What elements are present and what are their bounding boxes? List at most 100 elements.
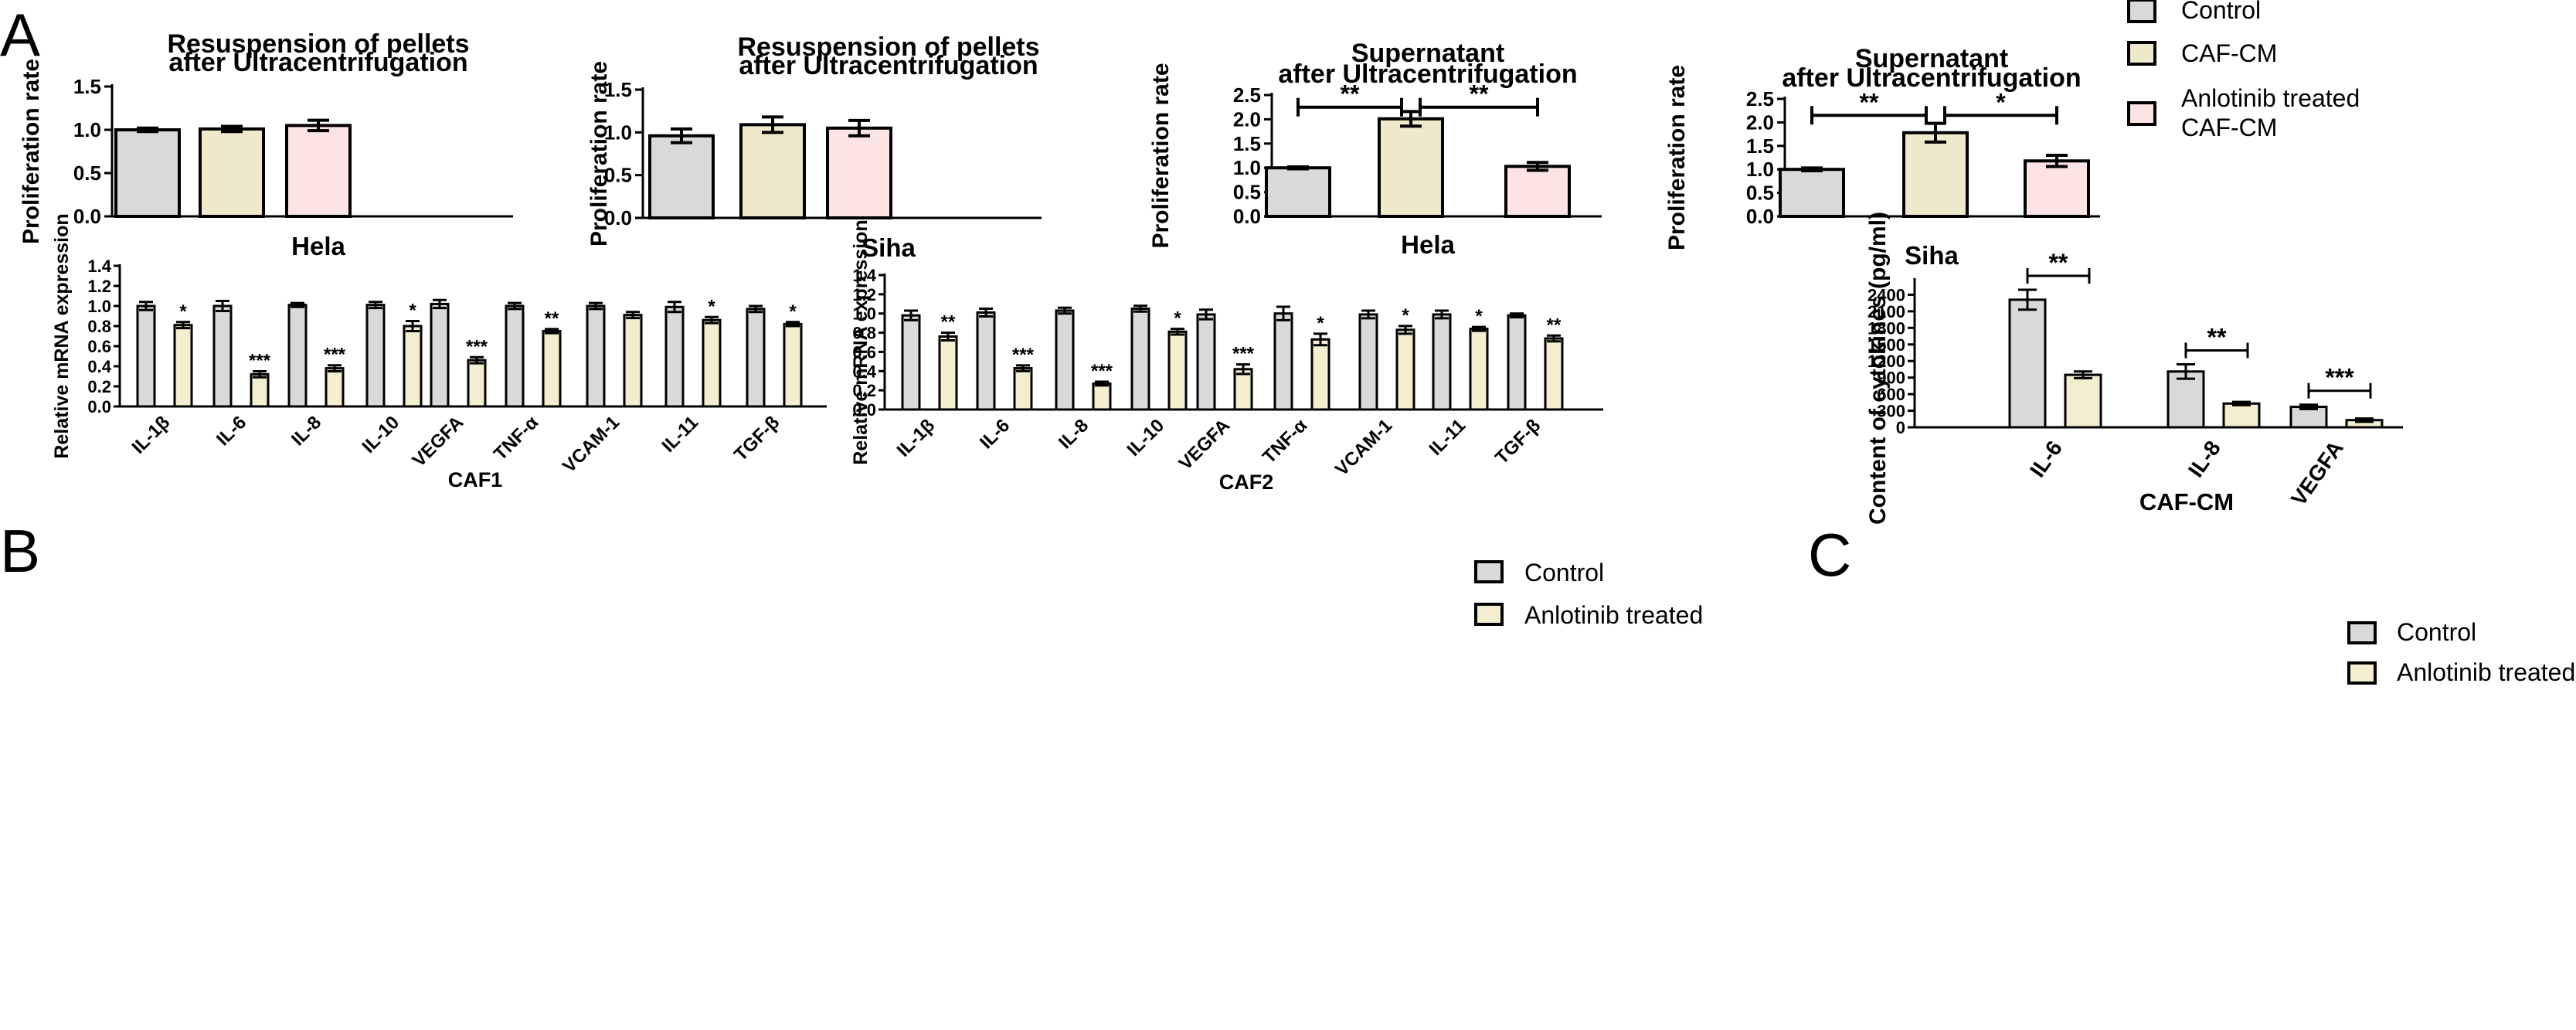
bar-anlotinib-caf-cm xyxy=(285,124,352,218)
x-tick-label: TGF-β xyxy=(730,412,783,465)
x-tick-label: VEGFA xyxy=(1175,415,1235,474)
bar-control xyxy=(1273,312,1293,411)
y-tick-label: 2400 xyxy=(1867,285,1905,304)
y-tick-label: 0.5 xyxy=(73,161,101,185)
panel-label-b: B xyxy=(0,517,40,585)
bar-control xyxy=(2008,298,2047,429)
y-tick-label: 2.5 xyxy=(1233,83,1261,107)
legend-label-caf-cm: CAF-CM xyxy=(2181,39,2277,67)
bar-control xyxy=(648,134,715,219)
y-tick-label: 0.0 xyxy=(852,400,876,420)
sig-stars: * xyxy=(1317,313,1324,334)
sig-stars: *** xyxy=(1012,345,1035,365)
y-axis-label: Proliferation rate xyxy=(1664,65,1690,250)
y-tick-label: 1.0 xyxy=(604,121,632,144)
chart-title-line: after Ultracentrifugation xyxy=(1782,63,2081,93)
y-tick-label: 1.5 xyxy=(73,75,101,98)
sig-stars: *** xyxy=(249,351,271,372)
bar-caf-cm xyxy=(1902,131,1969,218)
x-axis-label: CAF-CM xyxy=(2139,488,2234,515)
legend-b-swatch-control xyxy=(1474,560,1504,583)
bar-anlotinib xyxy=(1233,368,1253,411)
y-tick-label: 0.8 xyxy=(87,317,111,336)
y-tick-label: 0 xyxy=(1896,418,1905,437)
bar-anlotinib xyxy=(2064,373,2102,429)
y-tick-label: 2.0 xyxy=(1233,107,1261,131)
bar-anlotinib xyxy=(783,322,803,408)
y-tick-label: 0.5 xyxy=(1746,182,1774,205)
bar-anlotinib xyxy=(1469,328,1489,411)
bar-caf-cm xyxy=(739,123,806,219)
panel-label-a: A xyxy=(0,1,40,69)
y-tick-label: 2100 xyxy=(1867,302,1905,321)
y-tick-label: 0.6 xyxy=(852,342,876,362)
x-tick-label: IL-1β xyxy=(128,412,175,458)
sig-stars: ** xyxy=(1470,80,1489,108)
chart-title-line: Resuspension of pellets xyxy=(167,29,469,59)
x-tick-label: IL-10 xyxy=(1123,415,1169,461)
bar-control xyxy=(212,304,233,408)
bar-anlotinib xyxy=(467,359,487,408)
bar-control xyxy=(1130,308,1150,411)
legend-swatch-control xyxy=(2127,0,2156,23)
x-tick-label: IL-8 xyxy=(2183,437,2225,482)
bar-anlotinib xyxy=(1544,337,1564,411)
sig-stars: ** xyxy=(1860,88,1879,116)
y-tick-label: 1.0 xyxy=(1746,158,1774,181)
legend-label-anlotinib-line1: Anlotinib treated xyxy=(2181,84,2360,112)
bar-control xyxy=(586,304,606,408)
y-tick-label: 1.0 xyxy=(1233,156,1261,179)
bar-control xyxy=(505,304,525,408)
y-tick-label: 0.2 xyxy=(852,381,876,400)
y-tick-label: 1.5 xyxy=(1746,134,1774,158)
y-tick-label: 1.5 xyxy=(1233,132,1261,155)
y-tick-label: 0.6 xyxy=(87,337,111,356)
sig-stars: *** xyxy=(1232,344,1255,365)
bar-anlotinib xyxy=(1013,367,1033,411)
y-axis-label: Relative mRNA expression xyxy=(51,213,73,458)
bar-anlotinib xyxy=(623,314,643,408)
x-tick-label: IL-6 xyxy=(976,415,1014,453)
bar-control xyxy=(664,305,685,408)
y-tick-label: 1.0 xyxy=(73,118,101,141)
legend-b-label-control: Control xyxy=(1524,559,1604,586)
chart-title-line: Supernatant xyxy=(1351,39,1504,68)
y-tick-label: 1200 xyxy=(1867,352,1905,371)
y-tick-label: 0.0 xyxy=(1233,205,1261,228)
y-tick-label: 2.0 xyxy=(1746,110,1774,134)
x-tick-label: IL-6 xyxy=(2025,437,2067,482)
sig-stars: * xyxy=(1402,305,1409,326)
chart-title-line: Supernatant xyxy=(1855,44,2008,73)
y-tick-label: 1500 xyxy=(1867,335,1905,355)
x-axis-label: CAF2 xyxy=(1219,471,1274,494)
legend-c: Control Anlotinib treated xyxy=(2347,618,2575,686)
bar-anlotinib xyxy=(938,335,958,411)
bar-control xyxy=(430,302,450,408)
bar-control xyxy=(1265,166,1331,218)
y-axis-label: Proliferation rate xyxy=(1148,63,1174,248)
bar-control xyxy=(1432,313,1452,411)
bar-control xyxy=(1055,309,1075,411)
legend-swatch-anlotinib-caf-cm xyxy=(2127,101,2156,126)
panel-label-c: C xyxy=(1808,521,1851,589)
bar-anlotinib xyxy=(325,367,345,408)
bar-anlotinib xyxy=(173,324,193,408)
x-tick-label: IL-6 xyxy=(212,412,250,450)
x-tick-label: IL-1β xyxy=(893,415,940,461)
legend-label-anlotinib-line2: CAF-CM xyxy=(2181,114,2277,141)
x-tick-label: IL-11 xyxy=(1425,415,1470,460)
sig-stars: * xyxy=(1174,308,1181,329)
x-tick-label: VEGFA xyxy=(2286,437,2348,511)
y-tick-label: 0.5 xyxy=(604,164,632,187)
x-axis-label: CAF1 xyxy=(448,468,503,491)
x-tick-label: IL-8 xyxy=(287,412,325,450)
legend-c-label-control: Control xyxy=(2397,618,2476,646)
legend-b-label-anlotinib: Anlotinib treated xyxy=(1524,601,1703,629)
chart-title-line: after Ultracentrifugation xyxy=(1278,59,1577,89)
legend-c-label-anlotinib: Anlotinib treated xyxy=(2397,658,2575,686)
y-tick-label: 0.2 xyxy=(87,377,111,396)
sig-stars: *** xyxy=(2325,364,2354,392)
